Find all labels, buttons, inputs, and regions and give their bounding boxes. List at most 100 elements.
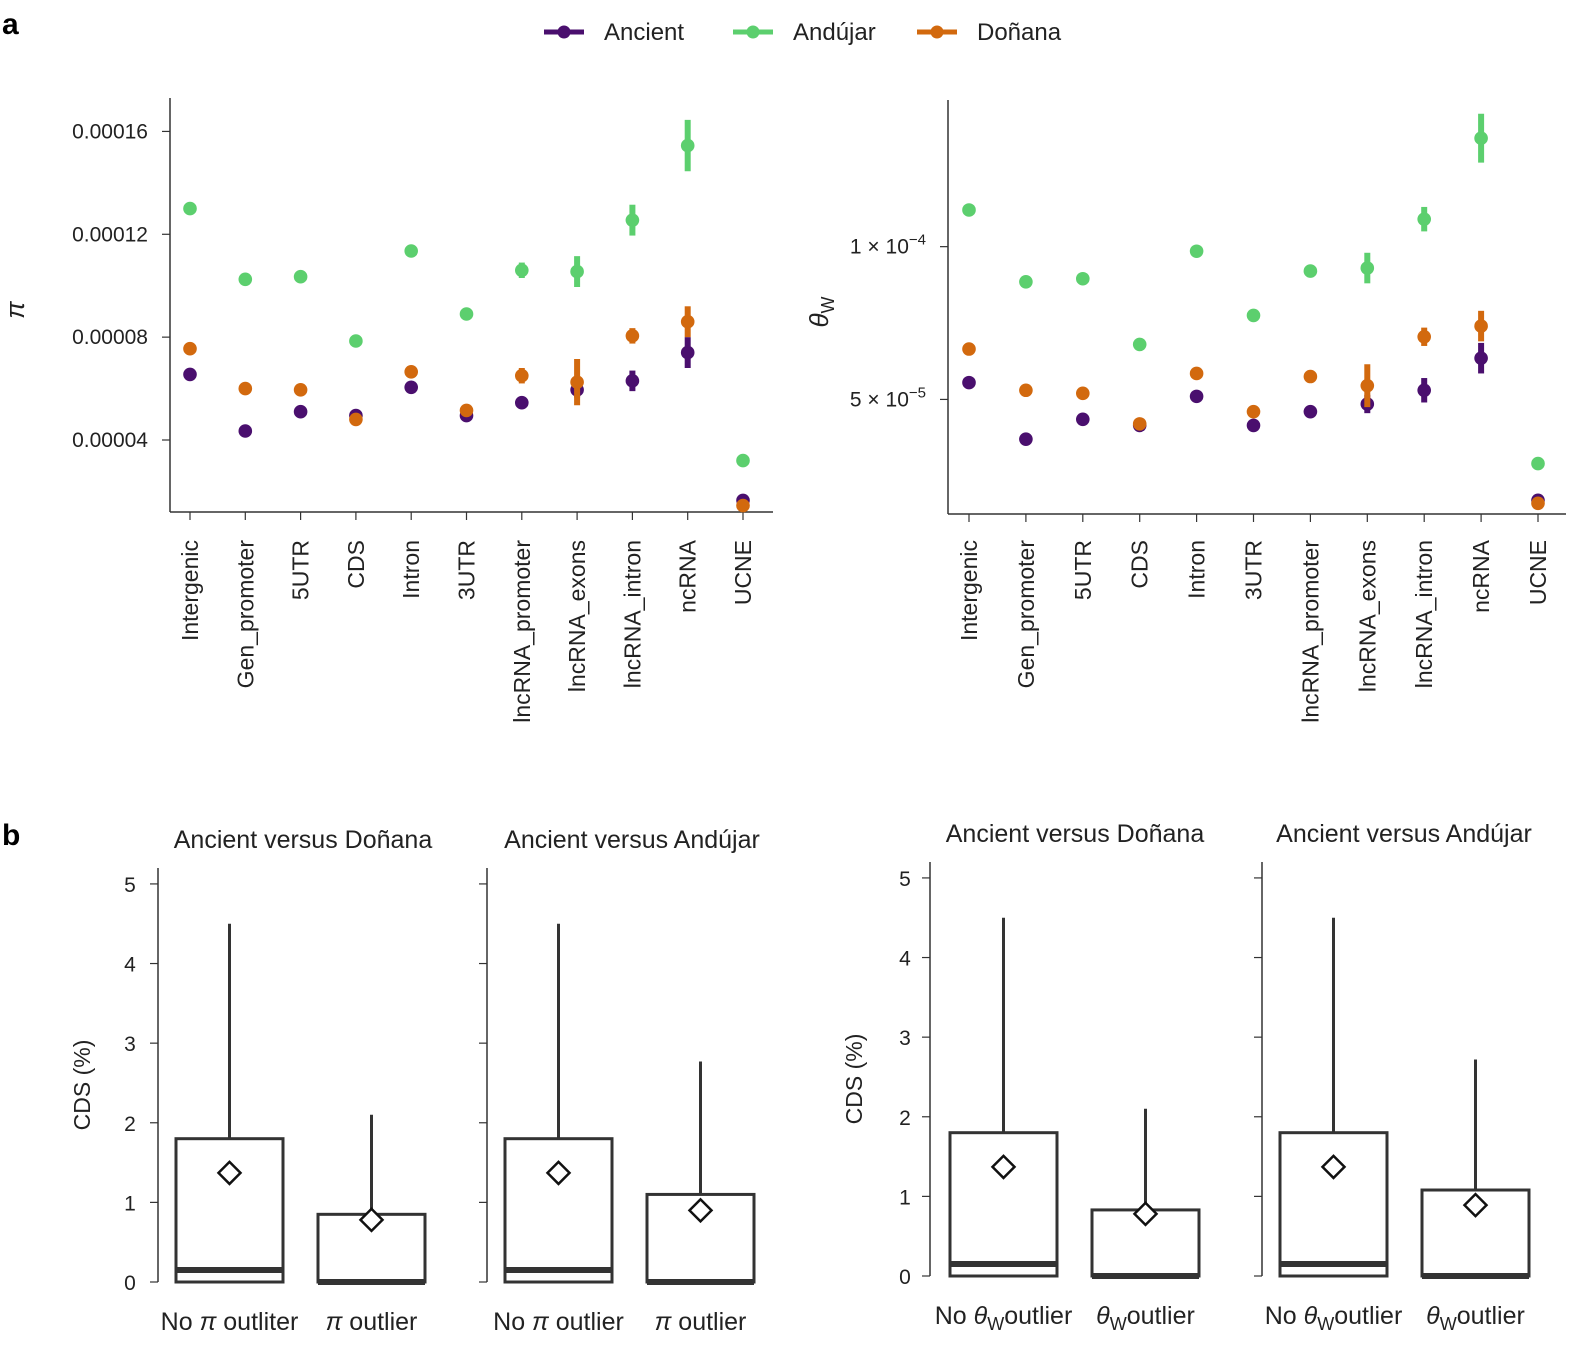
- mean-diamond: [990, 1154, 1017, 1180]
- x-label-suffix: outlier: [342, 1308, 417, 1336]
- y-axis-title-symbol: π: [0, 301, 30, 319]
- data-point: [1360, 261, 1375, 275]
- data-point: [1531, 456, 1545, 471]
- data-point: [1417, 329, 1431, 344]
- y-tick-label-base: 5 × 10: [850, 388, 909, 411]
- mean-diamond: [216, 1160, 243, 1186]
- data-point: [1019, 432, 1033, 446]
- data-point: [680, 345, 695, 360]
- x-tick-label-ucne: UCNE: [1525, 540, 1551, 605]
- data-point: [736, 453, 750, 468]
- legend-item-do-ana: Doñana: [917, 19, 1062, 46]
- y-tick-label: 1: [124, 1192, 136, 1215]
- y-tick-label: 5: [899, 868, 911, 891]
- series-ancient: [183, 337, 750, 508]
- x-tick-label-5utr: 5UTR: [288, 540, 314, 600]
- box-outlier: [645, 1061, 756, 1285]
- data-point: [183, 341, 197, 356]
- y-tick-label-exponent: −4: [909, 232, 926, 249]
- data-point: [1189, 366, 1204, 381]
- y-tick-label: 0.00004: [72, 429, 148, 452]
- x-label-symbol: π: [326, 1308, 344, 1336]
- y-tick-label: 0.00012: [72, 223, 148, 246]
- data-point: [962, 203, 976, 217]
- x-tick-label-lncrna-exons: lncRNA_exons: [564, 540, 590, 692]
- box-outlier: [1090, 1108, 1201, 1279]
- data-point: [1132, 337, 1147, 352]
- x-tick-label-intron: Intron: [1184, 540, 1210, 599]
- data-point: [293, 269, 308, 284]
- data-point: [459, 307, 474, 321]
- x-label-suffix: outlier: [549, 1308, 624, 1336]
- series-and-jar: [183, 119, 750, 468]
- x-label-prefix: No: [935, 1302, 974, 1330]
- y-tick-label: 4: [124, 954, 136, 977]
- x-label-symbol: π: [200, 1308, 218, 1336]
- x-tick-label-intergenic: Intergenic: [177, 540, 203, 641]
- data-point: [183, 201, 197, 216]
- x-label-suffix: outliter: [216, 1308, 298, 1336]
- x-tick-label-3utr: 3UTR: [1241, 540, 1267, 600]
- mean-diamond: [545, 1160, 572, 1186]
- data-point: [183, 367, 197, 382]
- y-tick-label: 2: [124, 1113, 136, 1136]
- y-tick-label: 0: [899, 1266, 911, 1289]
- series-and-jar: [962, 113, 1545, 471]
- data-point: [1076, 412, 1090, 427]
- data-point: [1019, 274, 1033, 289]
- data-point: [349, 334, 363, 348]
- facet-title: Ancient versus Andújar: [1276, 820, 1532, 848]
- data-point: [1303, 369, 1318, 384]
- legend: Ancient Andújar Doñana: [544, 19, 1062, 46]
- x-category-label: θWoutlier: [1096, 1302, 1195, 1334]
- y-tick-label: 1 × 10−4: [850, 232, 926, 259]
- y-axis-title: π: [0, 301, 30, 319]
- data-point: [570, 264, 584, 279]
- y-axis-title: CDS (%): [69, 1040, 95, 1131]
- data-point: [1360, 378, 1375, 393]
- x-category-label: No π outliter: [161, 1308, 299, 1336]
- data-point: [459, 403, 474, 418]
- x-label-symbol: θ: [1304, 1302, 1318, 1330]
- x-tick-label-gen-promoter: Gen_promoter: [232, 540, 258, 689]
- x-category-label: No π outlier: [493, 1308, 624, 1336]
- x-tick-label-ncrna: ncRNA: [675, 539, 701, 613]
- box-outlier: [316, 1114, 427, 1285]
- box-outlier: [1420, 1059, 1531, 1279]
- mean-diamond: [1462, 1192, 1489, 1218]
- x-label-prefix: No: [1265, 1302, 1304, 1330]
- x-tick-label-lncrna-promoter: lncRNA_promoter: [1297, 540, 1323, 723]
- data-point: [1417, 212, 1431, 226]
- y-tick-label: 2: [899, 1107, 911, 1130]
- series-ancient: [962, 342, 1545, 508]
- data-point: [515, 395, 529, 410]
- x-label-prefix: No: [161, 1308, 200, 1336]
- legend-swatch-dot: [930, 25, 944, 39]
- x-label-suffix: outlier: [1334, 1302, 1402, 1330]
- data-point: [736, 498, 750, 513]
- facet-title: Ancient versus Andújar: [504, 826, 760, 854]
- data-point: [1132, 417, 1147, 431]
- y-axis-title-subscript: W: [818, 296, 838, 313]
- x-tick-label-ucne: UCNE: [730, 540, 756, 605]
- pi-scatter-chart: 0.00004 0.00008 0.00012 0.00016 π Intergenic G…: [0, 98, 773, 723]
- data-point: [1531, 496, 1545, 511]
- facet-title: Ancient versus Doñana: [174, 826, 433, 854]
- x-label-suffix: outlier: [1004, 1302, 1072, 1330]
- box-no-outlier: [503, 923, 614, 1284]
- series-do-ana: [962, 310, 1545, 511]
- x-tick-label-intron: Intron: [398, 540, 424, 599]
- mean-diamond: [1132, 1201, 1159, 1227]
- y-tick-label: 0.00008: [72, 326, 148, 349]
- legend-swatch-dot: [746, 25, 760, 39]
- x-label-subscript: W: [1110, 1314, 1127, 1334]
- x-label-prefix: No: [493, 1308, 532, 1336]
- x-tick-label-3utr: 3UTR: [454, 540, 480, 600]
- data-point: [1246, 404, 1261, 419]
- data-point: [515, 263, 529, 278]
- x-label-subscript: W: [1440, 1314, 1457, 1334]
- data-point: [1303, 404, 1318, 419]
- panel-label-b: b: [2, 819, 20, 852]
